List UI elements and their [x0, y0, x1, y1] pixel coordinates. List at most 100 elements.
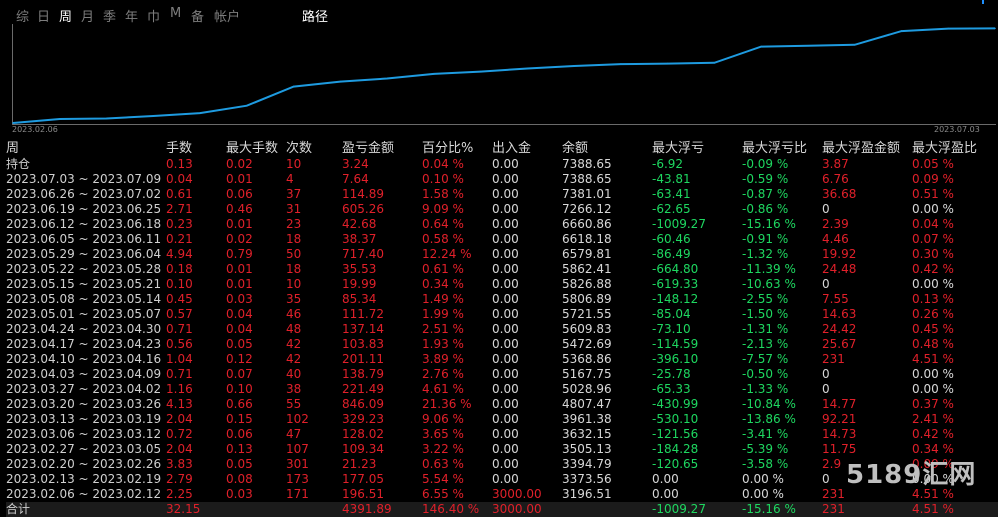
cell-max_lots: 0.05 [226, 457, 253, 471]
cell-max_float_profit: 4.46 [822, 232, 849, 246]
header-max_float_loss[interactable]: 最大浮亏 [652, 141, 705, 156]
tab-1[interactable]: 日 [37, 10, 51, 25]
cell-io: 0.00 [492, 307, 519, 321]
cell-count: 42 [286, 337, 302, 351]
cell-lots: 4.94 [166, 247, 193, 261]
cell-pct: 3.89 % [422, 352, 464, 366]
cell-count: 38 [286, 382, 302, 396]
cell-max_float_profit_pct: 0.42 % [912, 262, 954, 276]
table-row[interactable]: 2023.06.19 ~ 2023.06.25 2.71 0.46 31 605.26 9… [6, 202, 998, 217]
table-row[interactable]: 2023.05.22 ~ 2023.05.28 0.18 0.01 18 35.53 0.… [6, 262, 998, 277]
equity-point [853, 44, 856, 46]
cell-io: 0.00 [492, 157, 519, 171]
header-balance[interactable]: 余额 [562, 141, 589, 156]
table-row[interactable]: 持仓 0.13 0.02 10 3.24 0.04 % 0.00 7388.65 -6.92 -0… [6, 157, 998, 172]
cell-max_float_profit_pct: 0.00 % [912, 382, 954, 396]
tab-3[interactable]: 月 [81, 10, 95, 25]
tab-7[interactable]: M [170, 6, 182, 21]
cell-count: 173 [286, 472, 309, 486]
header-max_float_profit[interactable]: 最大浮盈金额 [822, 141, 901, 156]
table-row[interactable]: 2023.02.27 ~ 2023.03.05 2.04 0.13 107 109.34… [6, 442, 998, 457]
header-max_float_profit_pct[interactable]: 最大浮盈比 [912, 141, 978, 156]
table-row[interactable]: 2023.06.12 ~ 2023.06.18 0.23 0.01 23 42.68 0.… [6, 217, 998, 232]
cell-pct: 0.63 % [422, 457, 464, 471]
cell-count: 18 [286, 262, 302, 276]
table-row[interactable]: 2023.03.13 ~ 2023.03.19 2.04 0.15 102 329.23… [6, 412, 998, 427]
cell-io: 0.00 [492, 427, 519, 441]
cell-label: 合计 [6, 502, 166, 517]
header-pnl[interactable]: 盈亏金额 [342, 141, 395, 156]
cell-balance: 5472.69 [562, 337, 612, 351]
period-tab-bar: 综日周月季年巾 M 备帐户 [0, 0, 998, 25]
cell-max_lots: 0.13 [226, 442, 253, 456]
cell-max_float_profit: 6.76 [822, 172, 849, 186]
cell-label: 2023.06.26 ~ 2023.07.02 [6, 187, 162, 201]
tab-6[interactable]: 巾 [147, 10, 161, 25]
header-pct[interactable]: 百分比% [422, 141, 474, 156]
tab-0[interactable]: 综 [16, 10, 30, 25]
table-row[interactable]: 2023.05.15 ~ 2023.05.21 0.10 0.01 10 19.99 0.… [6, 277, 998, 292]
cell-max_lots [226, 502, 286, 517]
header-io[interactable]: 出入金 [492, 141, 532, 156]
cell-balance: 5167.75 [562, 367, 612, 381]
table-row[interactable]: 2023.04.03 ~ 2023.04.09 0.71 0.07 40 138.79 2… [6, 367, 998, 382]
header-max_lots[interactable]: 最大手数 [226, 141, 279, 156]
cell-max_float_loss: -65.33 [652, 382, 691, 396]
cell-lots: 1.16 [166, 382, 193, 396]
tab-8[interactable]: 备 [191, 10, 205, 25]
cell-max_float_profit: 231 [822, 502, 912, 517]
cell-balance: 5028.96 [562, 382, 612, 396]
cell-label: 2023.06.12 ~ 2023.06.18 [6, 217, 162, 231]
cell-max_float_loss_pct: -3.58 % [742, 457, 789, 471]
cell-max_float_profit_pct: 2.41 % [912, 412, 954, 426]
table-row[interactable]: 2023.02.13 ~ 2023.02.19 2.79 0.08 173 177.05… [6, 472, 998, 487]
header-max_float_loss_pct[interactable]: 最大浮亏比 [742, 141, 808, 156]
table-row[interactable]: 2023.05.29 ~ 2023.06.04 4.94 0.79 50 717.40 1… [6, 247, 998, 262]
cell-pnl: 42.68 [342, 217, 377, 231]
cell-balance: 5721.55 [562, 307, 612, 321]
table-row[interactable]: 2023.07.03 ~ 2023.07.09 0.04 0.01 4 7.64 0.10… [6, 172, 998, 187]
cell-io: 0.00 [492, 367, 519, 381]
cell-label: 2023.05.22 ~ 2023.05.28 [6, 262, 162, 276]
cell-balance: 3394.79 [562, 457, 612, 471]
cell-pct: 9.06 % [422, 412, 464, 426]
header-lots[interactable]: 手数 [166, 141, 193, 156]
cell-pct: 5.54 % [422, 472, 464, 486]
header-count[interactable]: 次数 [286, 141, 313, 156]
cell-max_float_loss_pct: -3.41 % [742, 427, 789, 441]
cell-label: 2023.02.20 ~ 2023.02.26 [6, 457, 162, 471]
table-row[interactable]: 2023.05.01 ~ 2023.05.07 0.57 0.04 46 111.72 1… [6, 307, 998, 322]
cell-lots: 2.04 [166, 412, 193, 426]
table-row[interactable]: 2023.05.08 ~ 2023.05.14 0.45 0.03 35 85.34 1.… [6, 292, 998, 307]
table-row[interactable]: 2023.02.20 ~ 2023.02.26 3.83 0.05 301 21.23 0… [6, 457, 998, 472]
tab-2[interactable]: 周 [59, 10, 73, 25]
tab-5[interactable]: 年 [125, 10, 139, 25]
table-row[interactable]: 2023.06.05 ~ 2023.06.11 0.21 0.02 18 38.37 0.… [6, 232, 998, 247]
equity-point [573, 65, 575, 67]
cell-io: 0.00 [492, 382, 519, 396]
table-row[interactable]: 2023.03.27 ~ 2023.04.02 1.16 0.10 38 221.49 4… [6, 382, 998, 397]
x-axis-start-label: 2023.02.06 [12, 125, 58, 134]
cell-label: 2023.04.17 ~ 2023.04.23 [6, 337, 162, 351]
path-button[interactable]: 路径 [302, 10, 329, 25]
cell-lots: 2.79 [166, 472, 193, 486]
total-row[interactable]: 合计 32.15 4391.89 146.40 % 3000.00 -1009.27 -15… [6, 502, 998, 517]
table-row[interactable]: 2023.04.17 ~ 2023.04.23 0.56 0.05 42 103.83 1… [6, 337, 998, 352]
table-row[interactable]: 2023.03.06 ~ 2023.03.12 0.72 0.06 47 128.02 3… [6, 427, 998, 442]
cell-label: 2023.04.03 ~ 2023.04.09 [6, 367, 162, 381]
cell-pct: 1.93 % [422, 337, 464, 351]
tab-4[interactable]: 季 [103, 10, 117, 25]
tab-9[interactable]: 帐户 [214, 10, 241, 25]
table-row[interactable]: 2023.03.20 ~ 2023.03.26 4.13 0.66 55 846.09 2… [6, 397, 998, 412]
cell-pnl: 177.05 [342, 472, 384, 486]
cell-max_float_profit: 24.48 [822, 262, 857, 276]
cell-max_float_loss: -6.92 [652, 157, 684, 171]
table-row[interactable]: 2023.04.24 ~ 2023.04.30 0.71 0.04 48 137.14 2… [6, 322, 998, 337]
cell-max_lots: 0.66 [226, 397, 253, 411]
table-row[interactable]: 2023.06.26 ~ 2023.07.02 0.61 0.06 37 114.89 1… [6, 187, 998, 202]
table-row[interactable]: 2023.04.10 ~ 2023.04.16 1.04 0.12 42 201.11 3… [6, 352, 998, 367]
header-label[interactable]: 周 [6, 141, 20, 156]
cell-pct: 21.36 % [422, 397, 472, 411]
cell-pct: 0.04 % [422, 157, 464, 171]
cell-lots: 0.18 [166, 262, 193, 276]
